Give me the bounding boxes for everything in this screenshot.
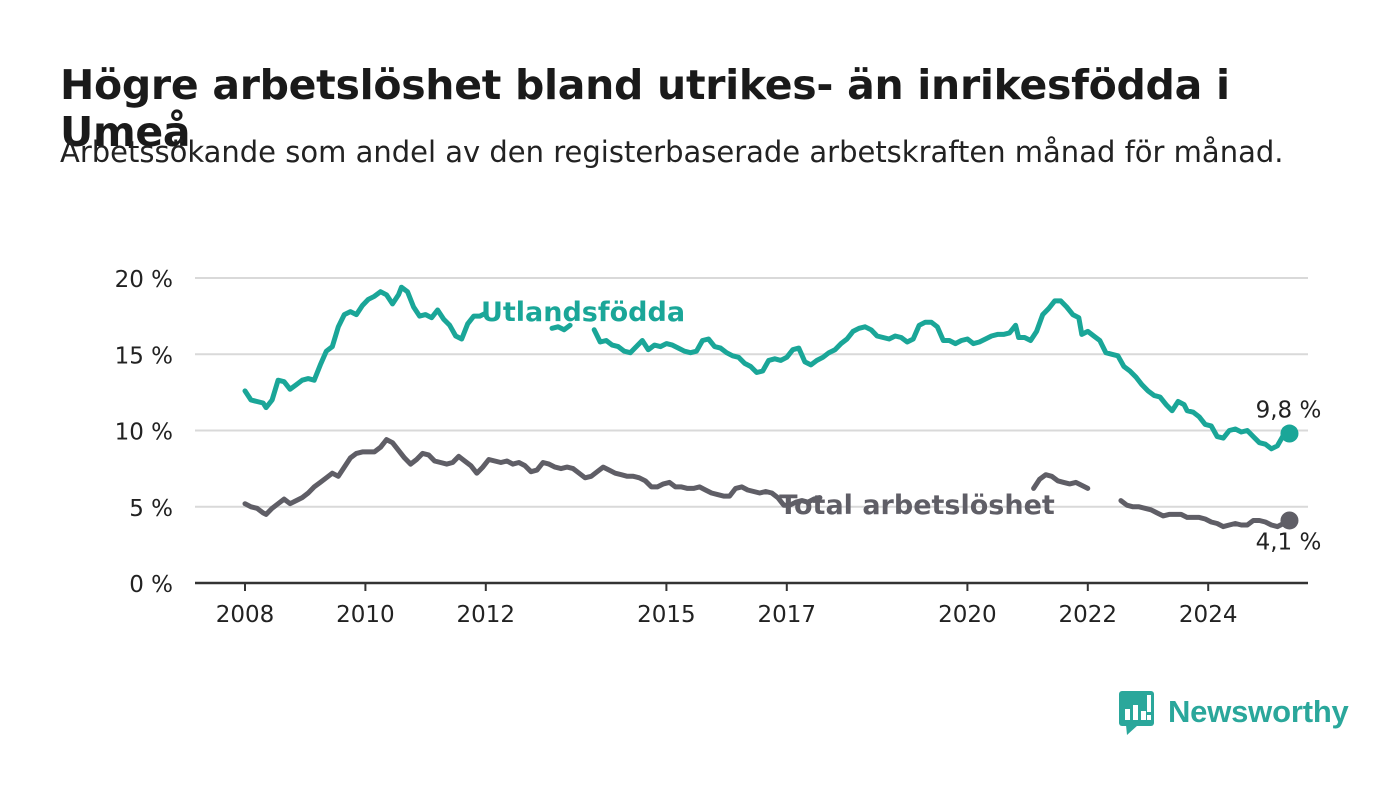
series-lines: [242, 284, 1299, 530]
series-labels: 9,8 % 4,1 % Utlandsfödda Total arbetslöshet: [481, 297, 1321, 555]
series-label-utlandsfodda: Utlandsfödda: [481, 297, 685, 328]
x-tick-label: 2024: [1179, 602, 1238, 628]
x-tick-label: 2010: [336, 602, 395, 628]
y-tick-label: 15 %: [115, 343, 173, 369]
end-point-marker: [1280, 511, 1299, 530]
y-axis-ticks: 0 % 5 % 10 % 15 % 20 %: [115, 267, 173, 598]
series-line-total: [1031, 472, 1091, 491]
newsworthy-logo: Newsworthy: [1118, 688, 1349, 736]
brand-name: Newsworthy: [1168, 694, 1349, 729]
end-point-marker: [1280, 424, 1299, 443]
end-value-label: 4,1 %: [1256, 529, 1322, 555]
bar-chart-speech-bubble-icon: [1119, 691, 1154, 735]
series-line-utlandsfodda: [242, 284, 489, 411]
y-tick-label: 20 %: [115, 267, 173, 293]
series-line-total: [1118, 498, 1292, 530]
y-tick-label: 5 %: [129, 496, 173, 522]
end-value-label: 9,8 %: [1256, 398, 1322, 424]
x-tick-label: 2015: [637, 602, 696, 628]
series-line-total: [242, 437, 823, 517]
x-tick-label: 2022: [1059, 602, 1118, 628]
y-tick-label: 10 %: [115, 420, 173, 446]
x-tick-label: 2008: [216, 602, 275, 628]
series-line-utlandsfodda: [549, 322, 573, 333]
series-line-utlandsfodda: [591, 298, 1292, 452]
x-tick-label: 2020: [938, 602, 997, 628]
x-tick-label: 2012: [457, 602, 516, 628]
chart-subtitle: Arbetssökande som andel av den registerb…: [60, 135, 1284, 169]
gridlines: [195, 277, 1308, 585]
x-axis-ticks: 2008 2010 2012 2015 2017 2020 2022 2024: [216, 583, 1238, 628]
chart-title: Högre arbetslöshet bland utrikes- än inr…: [60, 61, 1230, 157]
series-label-total: Total arbetslöshet: [779, 490, 1055, 521]
x-tick-label: 2017: [758, 602, 817, 628]
y-tick-label: 0 %: [129, 572, 173, 598]
